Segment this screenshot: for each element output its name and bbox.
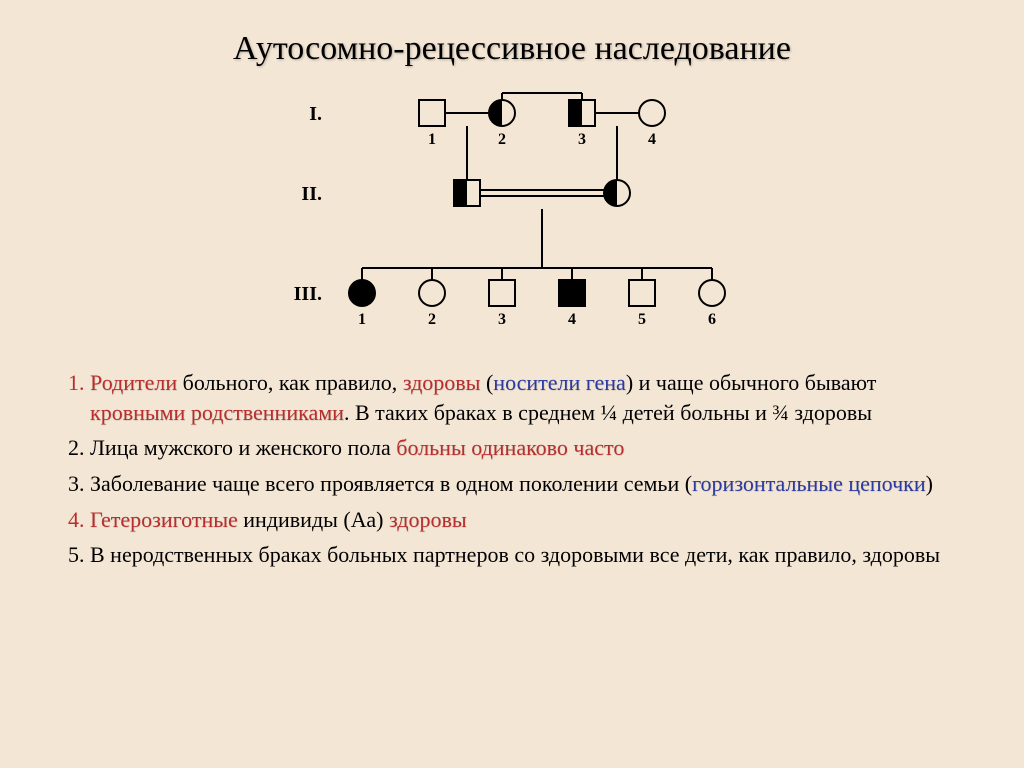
rule-item: Лица мужского и женского пола больны оди… bbox=[90, 433, 954, 463]
svg-text:1: 1 bbox=[428, 131, 436, 148]
svg-text:3: 3 bbox=[578, 131, 586, 148]
rule-item: Гетерозиготные индивиды (Аа) здоровы bbox=[90, 505, 954, 535]
svg-text:II.: II. bbox=[301, 183, 322, 205]
rules-list: Родители больного, как правило, здоровы … bbox=[90, 368, 954, 570]
svg-text:2: 2 bbox=[428, 311, 436, 328]
svg-text:2: 2 bbox=[498, 131, 506, 148]
pedigree-diagram: I. 1 2 3 4 II. III. 1 2 3 4 5 6 bbox=[212, 83, 812, 353]
slide-title: Аутосомно-рецессивное наследование bbox=[60, 30, 964, 68]
svg-text:III.: III. bbox=[294, 283, 322, 305]
svg-text:1: 1 bbox=[358, 311, 366, 328]
slide: Аутосомно-рецессивное наследование I. 1 2 3… bbox=[0, 0, 1024, 768]
svg-text:I.: I. bbox=[309, 103, 322, 125]
rule-item: Родители больного, как правило, здоровы … bbox=[90, 368, 954, 427]
svg-text:6: 6 bbox=[708, 311, 716, 328]
svg-text:4: 4 bbox=[648, 131, 656, 148]
rule-item: Заболевание чаще всего проявляется в одн… bbox=[90, 469, 954, 499]
svg-text:5: 5 bbox=[638, 311, 646, 328]
svg-text:3: 3 bbox=[498, 311, 506, 328]
pedigree-svg: I. 1 2 3 4 II. III. 1 2 3 4 5 6 bbox=[212, 83, 812, 353]
svg-text:4: 4 bbox=[568, 311, 576, 328]
rule-item: В неродственных браках больных партнеров… bbox=[90, 540, 954, 570]
